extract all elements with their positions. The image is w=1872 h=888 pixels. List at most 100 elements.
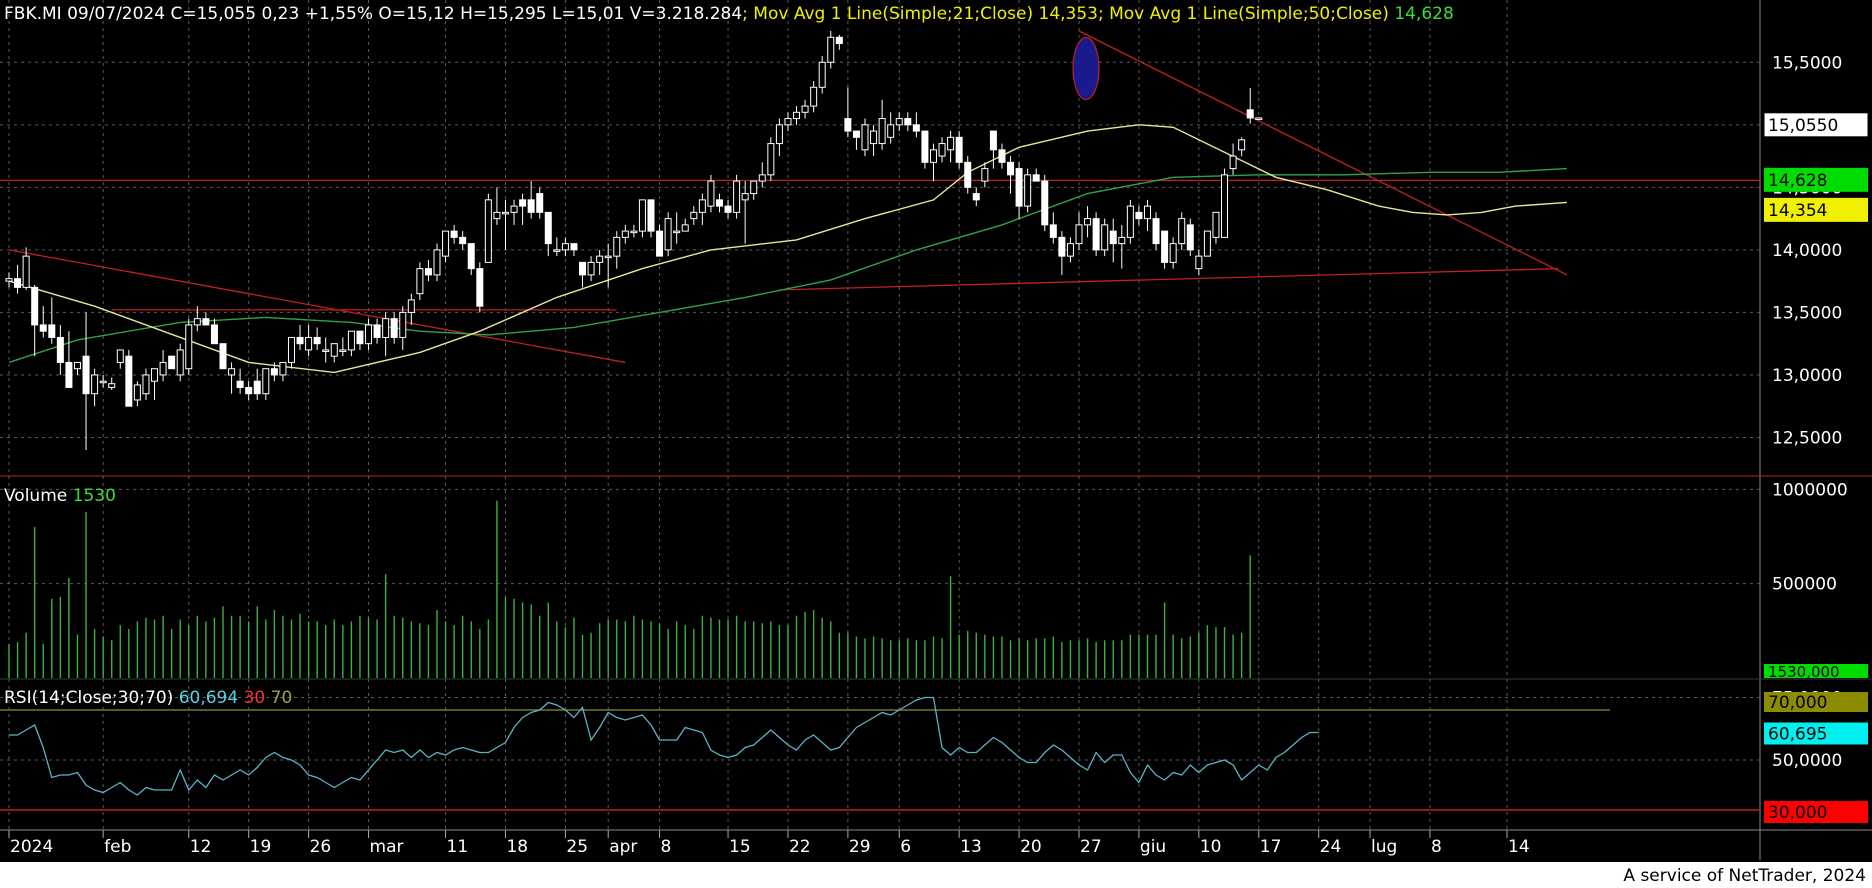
candle-body [168, 355, 176, 370]
x-axis-label: 8 [661, 837, 672, 857]
candle-body [715, 199, 723, 207]
candle-body [442, 230, 450, 257]
candle-body [561, 243, 569, 251]
candle-body [1221, 174, 1229, 238]
candle-body [1092, 218, 1100, 251]
rsi-value: 60,694 [178, 688, 239, 708]
candle-body [1041, 180, 1049, 226]
candle-body [365, 324, 373, 345]
ticker-info: FBK.MI 09/07/2024 C=15,055 0,23 +1,55% O… [4, 4, 743, 24]
candle-body [1186, 224, 1194, 251]
volume-value: 1530 [72, 486, 116, 506]
candle-body [459, 236, 467, 245]
candle-body [424, 268, 432, 276]
candle-body [262, 368, 270, 395]
rsi-line [9, 696, 1319, 796]
candle-body [1152, 218, 1160, 245]
candle-body [347, 330, 355, 351]
candle-body [844, 118, 852, 132]
candle-body [775, 124, 783, 145]
candle-body [108, 383, 116, 388]
x-axis-label: lug [1371, 837, 1397, 857]
candle-body [1229, 155, 1237, 170]
candle-body [887, 124, 895, 138]
candle-body [835, 36, 843, 45]
candle-body [5, 278, 13, 282]
x-axis-label: 10 [1200, 837, 1222, 857]
x-axis-label: 27 [1080, 837, 1102, 857]
candle-body [981, 168, 989, 182]
candle-body [185, 324, 193, 370]
volume-label-text: 1530,000 [1768, 663, 1840, 681]
candle-body [750, 180, 758, 195]
candle-body [245, 386, 253, 395]
candle-body [296, 336, 304, 345]
footer-background [0, 862, 1872, 888]
price-axis-label: 12,5000 [1772, 428, 1842, 448]
candle-body [193, 318, 201, 326]
candle-body [1118, 236, 1126, 245]
x-axis-label: 8 [1431, 837, 1442, 857]
x-axis-label: feb [104, 837, 131, 857]
candle-body [604, 255, 612, 259]
candle-body [433, 249, 441, 276]
x-axis-label: 19 [250, 837, 272, 857]
x-axis-label: 6 [900, 837, 911, 857]
candle-body [1178, 218, 1186, 245]
x-axis-label: 18 [506, 837, 528, 857]
highlight-oval [1072, 36, 1100, 101]
candle-body [1212, 211, 1220, 238]
candle-body [947, 136, 955, 151]
candle-body [904, 118, 912, 126]
candle-body [236, 380, 244, 388]
candle-body [878, 118, 886, 145]
price-header: FBK.MI 09/07/2024 C=15,055 0,23 +1,55% O… [4, 4, 1454, 24]
candle-body [210, 324, 218, 345]
rsi-high: 70 [265, 688, 293, 708]
candle-body [1049, 224, 1057, 238]
candle-body [219, 343, 227, 370]
candle-body [151, 368, 159, 382]
x-axis-label: 24 [1320, 837, 1342, 857]
candle-body [1135, 211, 1143, 220]
candle-body [125, 355, 133, 407]
candle-body [1255, 117, 1263, 120]
price-label-box [1764, 167, 1868, 192]
candle-body [493, 211, 501, 220]
candle-body [801, 105, 809, 113]
candle-body [1024, 174, 1032, 207]
candle-body [1101, 224, 1109, 251]
candle-body [673, 230, 681, 234]
candle-body [270, 368, 278, 376]
candle-body [570, 243, 578, 251]
candle-body [407, 299, 415, 313]
candle-body [998, 149, 1006, 163]
candle-body [1084, 218, 1092, 226]
candle-body [399, 311, 407, 338]
candle-body [972, 193, 980, 201]
candle-body [647, 199, 655, 232]
rsi-lower-label-text: 30,000 [1768, 803, 1827, 823]
candle-body [938, 143, 946, 157]
candle-body [827, 36, 835, 63]
candle-body [1066, 243, 1074, 257]
candle-body [1109, 230, 1117, 245]
candle-body [176, 349, 184, 376]
candle-body [382, 318, 390, 338]
candle-body [818, 61, 826, 88]
candle-body [91, 374, 99, 395]
rsi-upper-label-text: 70,000 [1768, 693, 1827, 713]
candle-body [758, 174, 766, 182]
volume-label: Volume [4, 486, 73, 506]
candle-body [339, 349, 347, 352]
candle-body [31, 286, 39, 326]
x-axis-label: mar [370, 837, 404, 857]
candle-body [133, 384, 141, 401]
rsi-value-label-text: 60,695 [1768, 725, 1827, 745]
candle-body [955, 136, 963, 163]
volume-header: Volume 1530 [4, 486, 116, 506]
price-axis-label: 14,0000 [1772, 241, 1842, 261]
price-label-box [1763, 112, 1869, 138]
